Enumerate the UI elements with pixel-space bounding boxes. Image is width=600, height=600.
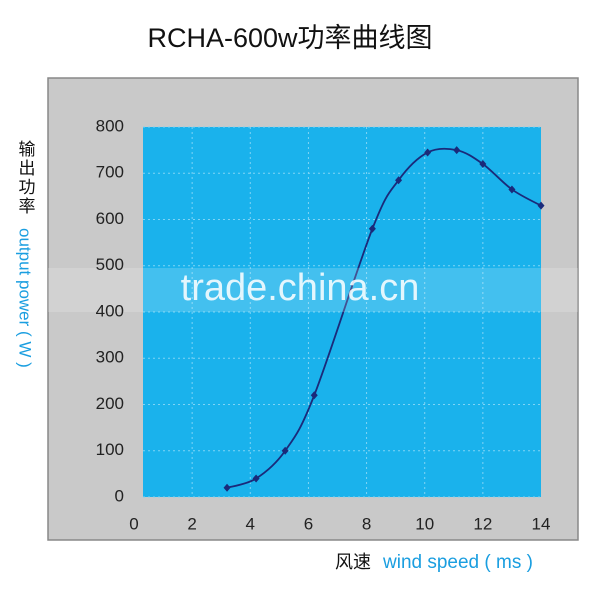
x-tick-label: 6 [304, 514, 313, 533]
x-tick-label: 12 [473, 514, 492, 533]
x-tick-label: 4 [246, 514, 255, 533]
x-tick-label: 2 [187, 514, 196, 533]
data-point [395, 176, 403, 185]
data-point [281, 446, 289, 455]
data-point [223, 483, 231, 492]
y-axis-label: output power ( W ) [16, 228, 35, 368]
watermark-band [48, 268, 578, 312]
x-axis-label: wind speed ( ms ) [382, 552, 533, 573]
y-tick-label: 200 [96, 394, 124, 413]
data-point [368, 224, 376, 233]
data-point [424, 148, 432, 157]
y-tick-label: 500 [96, 255, 124, 274]
y-tick-label: 400 [96, 301, 124, 320]
y-tick-label: 0 [115, 486, 124, 505]
power-curve [226, 147, 542, 489]
watermark: trade.china.cn [181, 267, 420, 309]
data-point [252, 474, 260, 483]
y-tick-label: 800 [96, 116, 124, 135]
x-tick-label: 0 [129, 514, 138, 533]
x-axis-label: 风速 [335, 552, 371, 572]
data-point [310, 391, 318, 400]
y-tick-label: 600 [96, 209, 124, 228]
data-point [479, 160, 487, 168]
x-tick-label: 10 [415, 514, 434, 533]
y-tick-label: 300 [96, 348, 124, 367]
chart-title: RCHA-600w功率曲线图 [147, 23, 432, 53]
x-tick-label: 8 [362, 514, 371, 533]
y-tick-label: 100 [96, 440, 124, 459]
y-axis-label: 输出功率 [16, 140, 36, 216]
x-tick-label: 14 [532, 514, 551, 533]
data-point [508, 185, 516, 194]
y-tick-label: 700 [96, 163, 124, 182]
data-point [453, 146, 461, 155]
data-point [537, 201, 545, 210]
